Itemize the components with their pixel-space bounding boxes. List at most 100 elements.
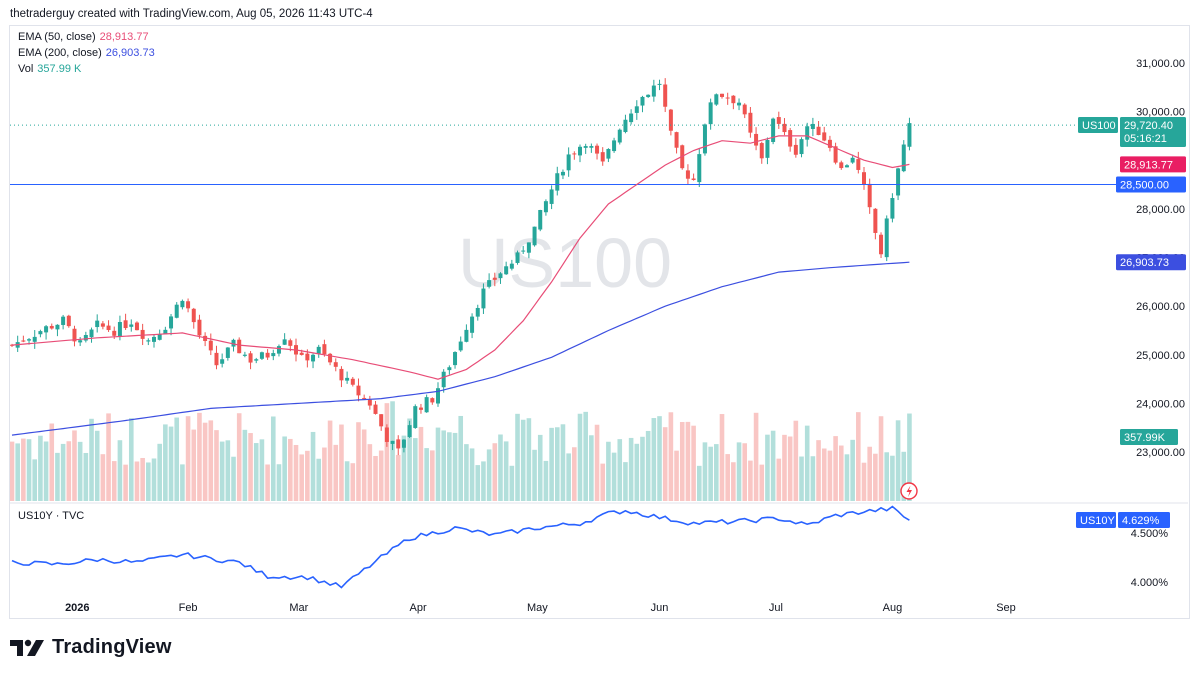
candle-body [72, 328, 77, 342]
candle-body [788, 130, 793, 147]
ema50-price-tag: 28,913.77 [1124, 159, 1173, 171]
volume-bar [55, 452, 60, 501]
candle-body [55, 324, 60, 330]
candle-body [515, 252, 520, 263]
time-tick-label: May [527, 602, 548, 614]
volume-bar [634, 443, 640, 501]
volume-bar [583, 411, 588, 501]
chart-credit: thetraderguy created with TradingView.co… [10, 8, 373, 20]
candle-body [95, 320, 100, 328]
candle-body [737, 102, 742, 106]
ema-200-line [11, 261, 910, 436]
candle-body [61, 316, 66, 325]
legend-volume[interactable]: Vol 357.99 K [18, 63, 81, 75]
candle-body [901, 144, 906, 172]
volume-bar [373, 455, 378, 501]
candle-body [441, 371, 446, 388]
candle-body [805, 126, 810, 140]
legend-ema200[interactable]: EMA (200, close) 26,903.73 [18, 47, 155, 59]
volume-bar [157, 443, 162, 501]
volume-bar [219, 441, 225, 501]
candle-body [879, 234, 884, 255]
lower-pane-label[interactable]: US10Y · TVC [18, 510, 85, 522]
candle-body [873, 208, 878, 233]
legend-ema50[interactable]: EMA (50, close) 28,913.77 [18, 31, 149, 43]
volume-bar [816, 440, 821, 501]
volume-bar [128, 418, 134, 501]
candle-body [384, 427, 389, 442]
volume-bar [498, 434, 503, 501]
candle-body [191, 308, 196, 323]
candle-body [759, 143, 764, 159]
candle-body [123, 320, 128, 329]
volume-bar [356, 422, 361, 501]
volume-bar [316, 458, 322, 501]
candle-body [543, 201, 548, 213]
candle-body [134, 322, 139, 331]
time-tick-label: Mar [289, 602, 308, 614]
candle-body [265, 352, 270, 358]
candle-body [663, 84, 668, 107]
candle-body [333, 362, 338, 367]
volume-bar [827, 450, 833, 501]
volume-bar [878, 416, 884, 501]
legend-ema50-value: 28,913.77 [99, 31, 149, 43]
volume-bar [140, 457, 145, 501]
candle-body [163, 329, 168, 335]
volume-bar [134, 461, 140, 501]
candle-body [418, 407, 423, 410]
volume-bar [407, 418, 412, 501]
volume-bar [276, 464, 282, 501]
candle-body [453, 352, 458, 366]
candle-body [129, 324, 134, 327]
legend-ema50-label: EMA (50, close) [18, 31, 96, 43]
candle-body [311, 354, 316, 362]
volume-bar [838, 445, 844, 501]
volume-bar [310, 431, 316, 501]
candle-body [436, 388, 440, 404]
volume-bar [503, 441, 509, 501]
candle-body [606, 149, 611, 159]
volume-bar [640, 436, 645, 501]
volume-bar [628, 437, 634, 501]
yield-tick-label: 4.000% [1131, 577, 1169, 589]
volume-bar [441, 430, 446, 501]
candle-body [112, 330, 117, 336]
volume-tag: 357.99K [1124, 432, 1166, 444]
candle-body [907, 123, 912, 147]
volume-bar [731, 462, 736, 501]
volume-bar [600, 463, 606, 501]
candle-body [146, 340, 151, 342]
volume-bar [117, 440, 123, 501]
time-tick-label: Aug [883, 602, 903, 614]
volume-bars [10, 401, 912, 501]
candle-body [379, 414, 384, 427]
volume-bar [554, 427, 560, 501]
volume-bar [759, 464, 765, 501]
volume-bar [873, 453, 878, 501]
alert-icon[interactable] [900, 482, 918, 500]
volume-bar [560, 424, 566, 501]
candle-body [305, 353, 310, 361]
volume-bar [776, 458, 782, 501]
legend-ema200-value: 26,903.73 [105, 47, 155, 59]
price-tick-label: 30,000.00 [1136, 107, 1185, 119]
candle-body [685, 170, 690, 179]
volume-bar [606, 441, 611, 501]
volume-bar [367, 444, 373, 501]
tradingview-logo[interactable]: TradingView [10, 636, 172, 659]
volume-bar [736, 442, 742, 501]
price-tick-label: 26,000.00 [1136, 301, 1185, 313]
candle-body [634, 106, 639, 113]
candle-body [549, 189, 554, 204]
candle-body [157, 334, 162, 340]
tradingview-logo-icon [10, 639, 44, 656]
volume-bar [242, 429, 248, 501]
ema200-price-tag: 26,903.73 [1120, 257, 1169, 269]
volume-bar [43, 441, 49, 501]
candle-body [595, 145, 600, 154]
candle-body [10, 344, 14, 346]
us10y-symbol-tag-bg [1076, 512, 1116, 528]
volume-bar [418, 426, 424, 501]
